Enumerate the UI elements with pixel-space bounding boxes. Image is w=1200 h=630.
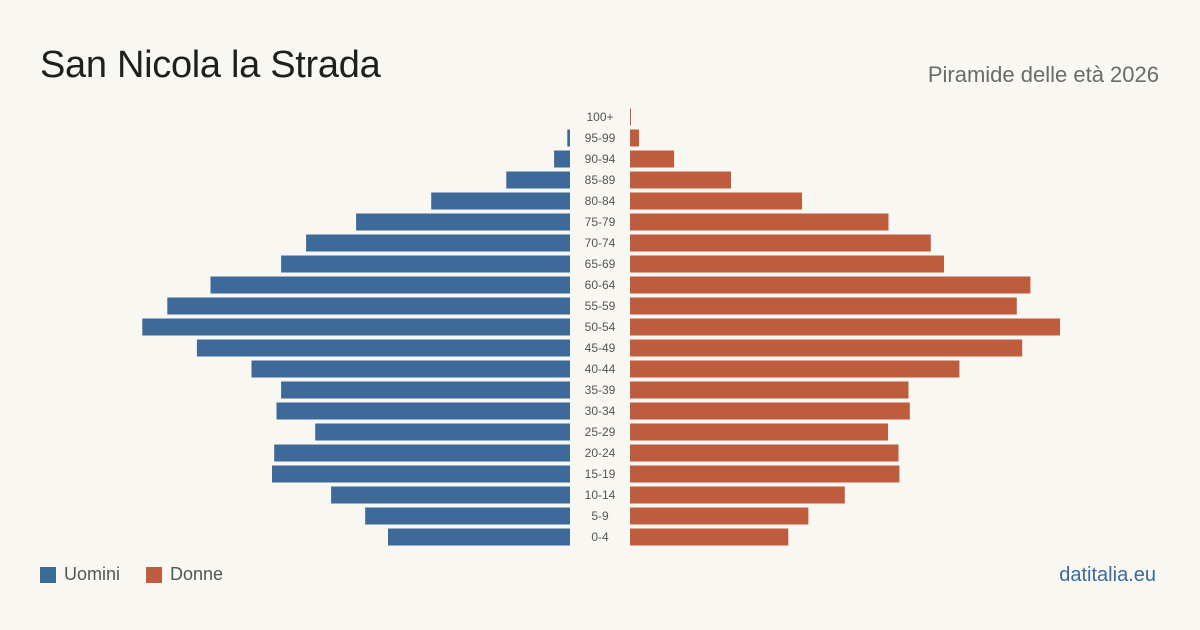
bar-men-15-19 (272, 465, 570, 483)
bar-women-100+ (630, 108, 631, 126)
bar-women-40-44 (630, 360, 960, 378)
chart-title: San Nicola la Strada (40, 44, 381, 86)
bar-men-50-54 (142, 318, 571, 336)
age-label-95-99: 95-99 (585, 131, 616, 145)
bar-men-25-29 (315, 423, 570, 441)
bar-women-35-39 (630, 381, 909, 399)
age-label-60-64: 60-64 (585, 278, 616, 292)
bar-men-30-34 (276, 402, 570, 420)
age-label-35-39: 35-39 (585, 383, 616, 397)
age-label-20-24: 20-24 (585, 446, 616, 460)
bar-women-15-19 (630, 465, 900, 483)
bar-women-45-49 (630, 339, 1023, 357)
source-link[interactable]: datitalia.eu (1059, 564, 1156, 586)
bar-women-65-69 (630, 255, 944, 273)
legend-item-men: Uomini (40, 564, 120, 585)
bar-women-80-84 (630, 192, 802, 210)
bar-men-20-24 (274, 444, 570, 462)
bar-women-60-64 (630, 276, 1031, 294)
age-label-75-79: 75-79 (585, 215, 616, 229)
age-label-70-74: 70-74 (585, 236, 616, 250)
bar-men-70-74 (306, 234, 570, 252)
bar-women-0-4 (630, 528, 789, 546)
legend-label-men: Uomini (64, 564, 121, 584)
age-label-90-94: 90-94 (585, 152, 616, 166)
bar-men-75-79 (356, 213, 570, 231)
bar-men-95-99 (567, 129, 570, 147)
legend: Uomini Donne (40, 564, 223, 585)
bar-women-55-59 (630, 297, 1017, 315)
bar-men-10-14 (331, 486, 570, 504)
age-label-50-54: 50-54 (585, 320, 616, 334)
bar-women-5-9 (630, 507, 809, 525)
bar-women-75-79 (630, 213, 889, 231)
bar-women-30-34 (630, 402, 910, 420)
age-label-80-84: 80-84 (585, 194, 616, 208)
age-label-25-29: 25-29 (585, 425, 616, 439)
bar-men-45-49 (196, 339, 570, 357)
bar-men-5-9 (365, 507, 570, 525)
age-label-40-44: 40-44 (585, 362, 616, 376)
bar-women-85-89 (630, 171, 731, 189)
age-label-10-14: 10-14 (585, 488, 616, 502)
bar-men-90-94 (554, 150, 570, 168)
age-label-5-9: 5-9 (591, 509, 609, 523)
legend-swatch-men (40, 566, 56, 583)
bar-men-65-69 (281, 255, 570, 273)
bar-men-60-64 (210, 276, 570, 294)
legend-item-women: Donne (146, 564, 223, 585)
age-label-45-49: 45-49 (585, 341, 616, 355)
legend-swatch-women (146, 566, 163, 583)
age-label-65-69: 65-69 (585, 257, 616, 271)
bar-men-40-44 (251, 360, 570, 378)
age-label-30-34: 30-34 (585, 404, 616, 418)
bar-women-20-24 (630, 444, 899, 462)
bar-women-95-99 (630, 129, 640, 147)
bar-men-35-39 (281, 381, 570, 399)
age-label-0-4: 0-4 (591, 530, 609, 544)
legend-label-women: Donne (170, 564, 224, 584)
bar-women-10-14 (630, 486, 845, 504)
bar-women-25-29 (630, 423, 888, 441)
chart-subtitle: Piramide delle età 2026 (927, 62, 1159, 87)
bar-men-85-89 (506, 171, 570, 189)
bar-men-80-84 (431, 192, 570, 210)
age-label-100+: 100+ (586, 110, 613, 124)
bar-men-0-4 (388, 528, 570, 546)
bar-men-55-59 (167, 297, 571, 315)
bar-women-90-94 (630, 150, 675, 168)
bar-women-70-74 (630, 234, 931, 252)
age-label-85-89: 85-89 (585, 173, 616, 187)
bar-women-50-54 (630, 318, 1060, 336)
age-label-55-59: 55-59 (585, 299, 616, 313)
age-label-15-19: 15-19 (585, 467, 616, 481)
